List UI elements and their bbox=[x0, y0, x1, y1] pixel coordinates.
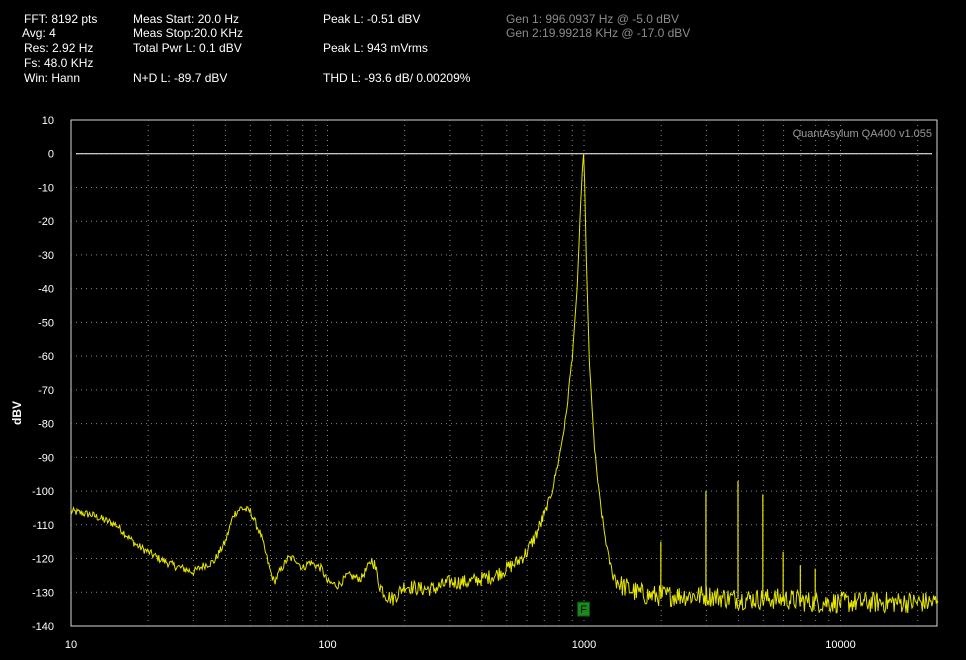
total-power-readout: Total Pwr L: 0.1 dBV bbox=[133, 41, 242, 55]
resolution-readout: Res: 2.92 Hz bbox=[24, 41, 94, 55]
y-tick-label: -20 bbox=[38, 216, 54, 228]
y-tick-label: -100 bbox=[32, 486, 54, 498]
spectrum-trace bbox=[70, 153, 939, 614]
noise-distortion-readout: N+D L: -89.7 dBV bbox=[133, 71, 228, 85]
fundamental-marker-label: F bbox=[580, 604, 587, 616]
y-tick-label: 0 bbox=[48, 149, 54, 161]
x-tick-label: 10000 bbox=[825, 639, 856, 651]
y-tick-label: -90 bbox=[38, 452, 54, 464]
watermark: QuantAsylum QA400 v1.055 bbox=[793, 128, 932, 140]
y-tick-label: -40 bbox=[38, 284, 54, 296]
window-readout: Win: Hann bbox=[24, 71, 81, 85]
y-tick-label: -110 bbox=[33, 520, 54, 532]
generator-1-readout: Gen 1: 996.0937 Hz @ -5.0 dBV bbox=[506, 12, 679, 26]
x-tick-label: 100 bbox=[318, 639, 336, 651]
sample-rate-readout: Fs: 48.0 KHz bbox=[24, 56, 94, 70]
y-tick-label: 10 bbox=[42, 115, 54, 127]
y-tick-label: -50 bbox=[38, 317, 54, 329]
y-tick-label: -70 bbox=[38, 385, 54, 397]
y-tick-label: -130 bbox=[32, 587, 54, 599]
meas-stop-readout: Meas Stop:20.0 KHz bbox=[133, 26, 244, 40]
y-tick-label: -80 bbox=[38, 419, 54, 431]
generator-2-readout: Gen 2:19.99218 KHz @ -17.0 dBV bbox=[506, 26, 691, 40]
fft-points-readout: FFT: 8192 pts bbox=[24, 12, 98, 26]
y-tick-label: -120 bbox=[32, 554, 54, 566]
y-tick-label: -30 bbox=[38, 250, 54, 262]
plot-frame bbox=[70, 119, 938, 627]
peak-vrms-readout: Peak L: 943 mVrms bbox=[323, 41, 428, 55]
meas-start-readout: Meas Start: 20.0 Hz bbox=[133, 12, 240, 26]
fundamental-marker bbox=[577, 601, 591, 617]
y-tick-label: -60 bbox=[38, 351, 54, 363]
y-tick-label: -10 bbox=[38, 182, 54, 194]
y-axis-label: dBV bbox=[10, 401, 24, 425]
y-tick-label: -140 bbox=[32, 621, 54, 633]
x-tick-label: 10 bbox=[65, 639, 77, 651]
averages-readout: Avg: 4 bbox=[22, 26, 56, 40]
peak-dbv-readout: Peak L: -0.51 dBV bbox=[323, 12, 421, 26]
thd-readout: THD L: -93.6 dB/ 0.00209% bbox=[323, 71, 471, 85]
x-tick-label: 1000 bbox=[572, 639, 596, 651]
